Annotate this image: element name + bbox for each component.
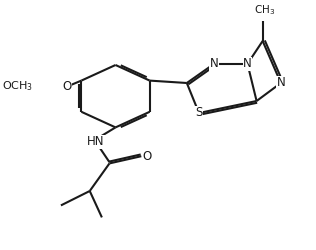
- Text: O: O: [143, 150, 152, 163]
- Text: O: O: [62, 80, 72, 93]
- Text: OCH$_3$: OCH$_3$: [3, 80, 33, 94]
- Text: N: N: [276, 76, 285, 90]
- Text: N: N: [210, 57, 218, 70]
- Text: N: N: [243, 57, 252, 70]
- Text: HN: HN: [87, 135, 105, 148]
- Text: S: S: [195, 106, 203, 120]
- Text: CH$_3$: CH$_3$: [253, 3, 275, 17]
